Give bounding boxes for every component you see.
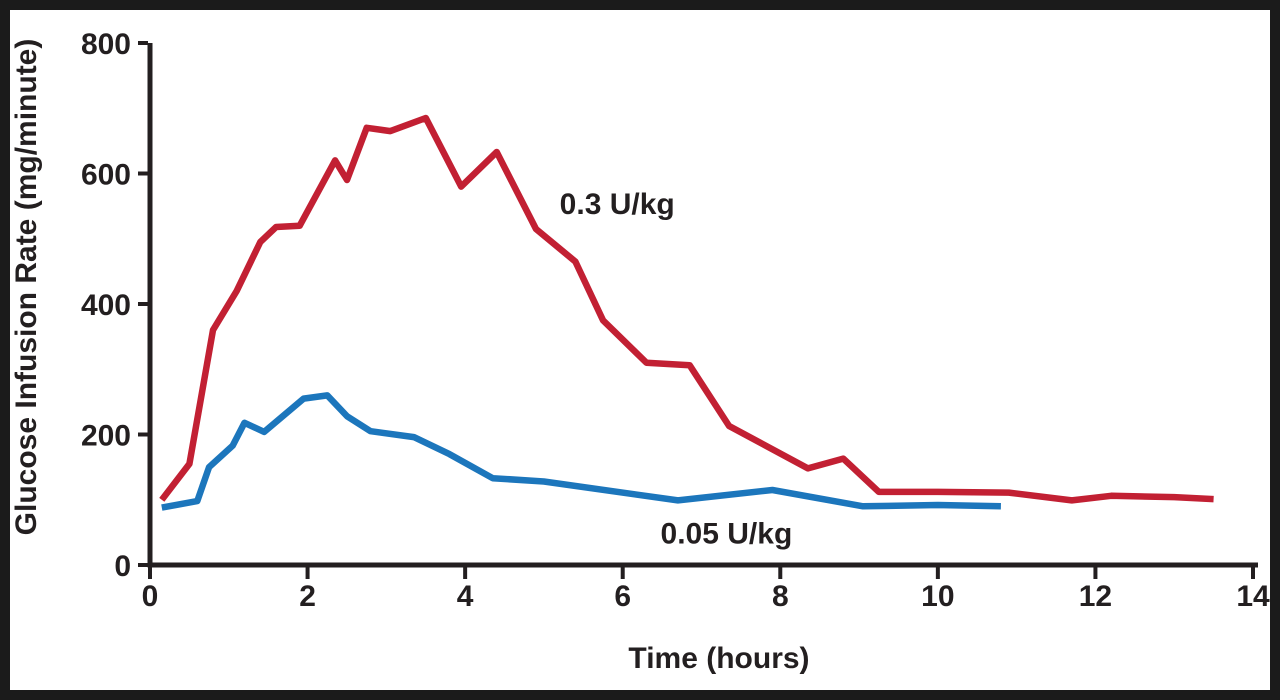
series-line-0.05-u-kg <box>161 392 1001 511</box>
x-tick-label: 6 <box>614 580 631 613</box>
x-tick-label: 8 <box>772 580 789 613</box>
y-tick-label: 400 <box>81 289 131 322</box>
y-tick-label: 200 <box>81 420 131 453</box>
series-annotation-0.05-u-kg: 0.05 U/kg <box>661 517 793 550</box>
x-tick-label: 0 <box>142 580 159 613</box>
tick-labels: 0 200 400 600 800 0 2 4 6 8 10 12 14 <box>81 28 1270 613</box>
y-tick-label: 0 <box>114 550 131 583</box>
series-lines <box>159 114 1214 511</box>
series-annotation-0.3-u-kg: 0.3 U/kg <box>560 188 675 221</box>
tick-marks <box>138 41 1255 579</box>
y-tick-label: 600 <box>81 159 131 192</box>
series-line-0.3-u-kg <box>159 114 1214 504</box>
x-tick-label: 12 <box>1079 580 1112 613</box>
x-tick-label: 2 <box>299 580 316 613</box>
x-tick-label: 10 <box>921 580 954 613</box>
y-axis-title: Glucose Infusion Rate (mg/minute) <box>10 39 43 536</box>
y-tick-label: 800 <box>81 28 131 61</box>
x-tick-label: 4 <box>457 580 474 613</box>
x-axis-title: Time (hours) <box>628 642 809 675</box>
axes <box>147 43 1258 568</box>
x-tick-label: 14 <box>1236 580 1270 613</box>
series-annotations: 0.3 U/kg 0.05 U/kg <box>560 188 793 551</box>
